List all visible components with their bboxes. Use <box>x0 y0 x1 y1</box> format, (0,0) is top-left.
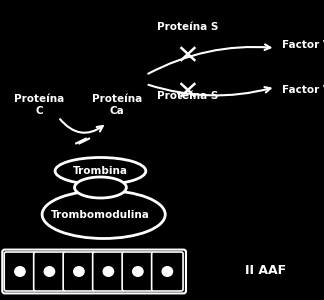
FancyBboxPatch shape <box>4 252 36 291</box>
Text: II AAF: II AAF <box>245 263 286 277</box>
Text: Proteína S: Proteína S <box>157 91 219 101</box>
Text: Proteína S: Proteína S <box>157 22 219 32</box>
Text: Trombomodulina: Trombomodulina <box>51 209 150 220</box>
Ellipse shape <box>42 190 165 238</box>
Text: Proteína
C: Proteína C <box>14 94 64 116</box>
Circle shape <box>44 267 54 276</box>
Circle shape <box>162 267 172 276</box>
FancyBboxPatch shape <box>2 250 186 293</box>
FancyBboxPatch shape <box>122 252 154 291</box>
Circle shape <box>74 267 84 276</box>
FancyBboxPatch shape <box>63 252 95 291</box>
Text: Factor VIIIa: Factor VIIIa <box>282 85 324 95</box>
FancyBboxPatch shape <box>34 252 65 291</box>
Circle shape <box>133 267 143 276</box>
FancyBboxPatch shape <box>152 252 183 291</box>
Ellipse shape <box>75 177 126 198</box>
Text: Proteína
Ca: Proteína Ca <box>91 94 142 116</box>
Text: Trombina: Trombina <box>73 166 128 176</box>
Text: Factor Va: Factor Va <box>282 40 324 50</box>
Circle shape <box>15 267 25 276</box>
Circle shape <box>103 267 113 276</box>
FancyBboxPatch shape <box>93 252 124 291</box>
Ellipse shape <box>55 158 146 184</box>
